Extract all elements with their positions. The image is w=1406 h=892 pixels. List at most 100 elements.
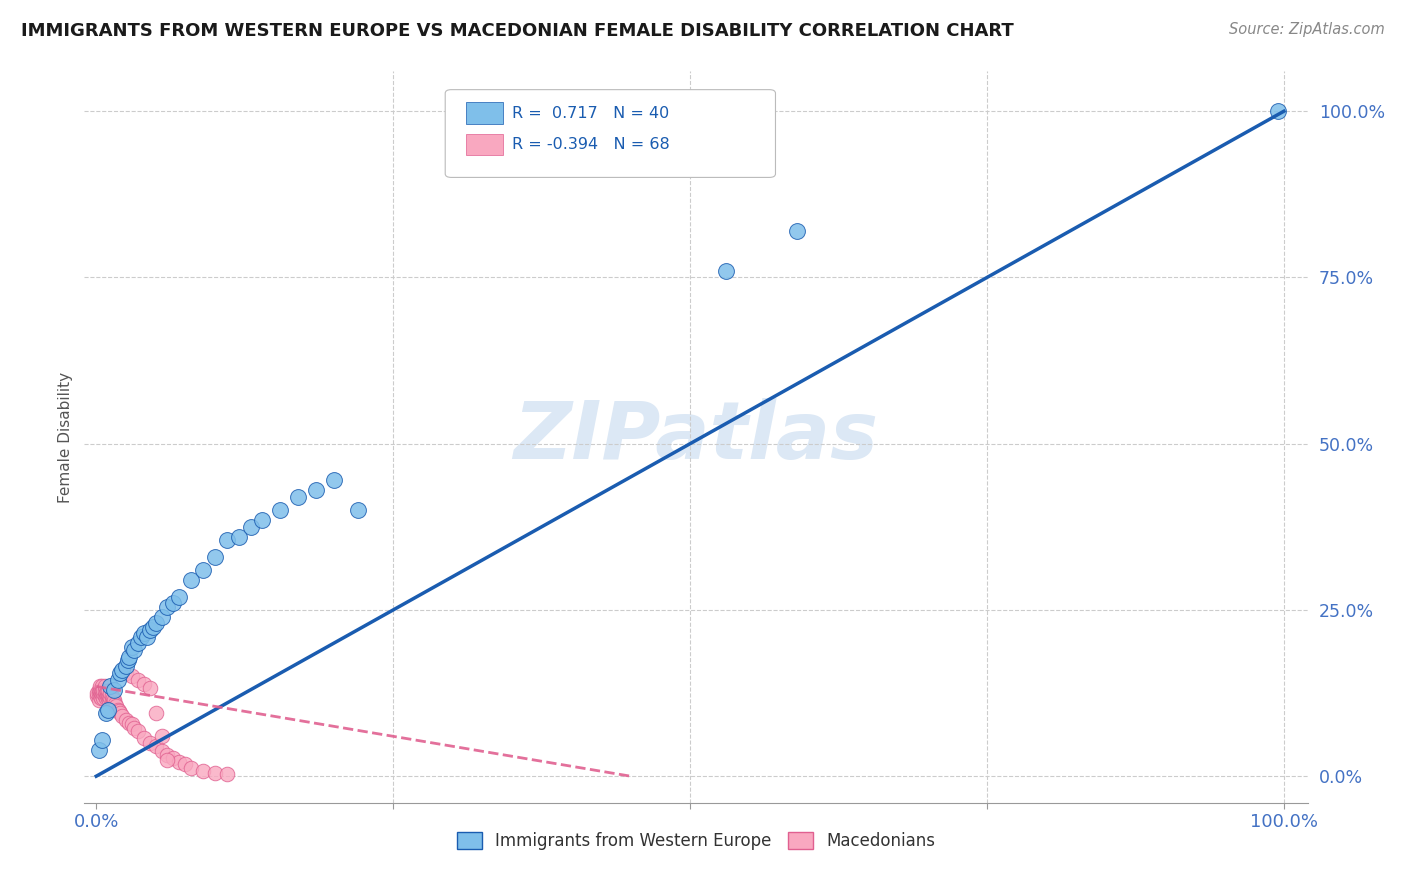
Point [111, 709, 134, 723]
Point [162, 596, 184, 610]
Point [239, 520, 262, 534]
Point [156, 753, 179, 767]
Point [87, 682, 110, 697]
Point [127, 673, 149, 687]
Point [86, 690, 108, 704]
Point [228, 530, 250, 544]
Point [115, 659, 138, 673]
Point [121, 717, 143, 731]
Point [252, 513, 274, 527]
Point [100, 686, 122, 700]
Point [104, 698, 127, 712]
Point [103, 692, 125, 706]
Point [150, 729, 173, 743]
Point [107, 704, 129, 718]
Y-axis label: Female Disability: Female Disability [58, 371, 73, 503]
Point [346, 503, 368, 517]
Point [142, 619, 165, 633]
Point [87, 686, 110, 700]
Point [101, 690, 124, 705]
Point [100, 690, 122, 705]
Point [100, 692, 122, 706]
Point [107, 673, 129, 687]
Point [215, 767, 238, 781]
Point [131, 630, 153, 644]
Point [136, 630, 159, 644]
Point [191, 764, 214, 778]
Point [156, 747, 179, 762]
Point [87, 692, 110, 706]
Text: ZIPatlas: ZIPatlas [513, 398, 879, 476]
Point [93, 690, 115, 705]
Text: Source: ZipAtlas.com: Source: ZipAtlas.com [1229, 22, 1385, 37]
Point [96, 690, 118, 704]
Point [94, 706, 117, 720]
Point [138, 681, 160, 696]
Point [91, 684, 114, 698]
Point [93, 680, 115, 694]
Point [287, 490, 309, 504]
Point [100, 690, 122, 704]
Point [191, 563, 214, 577]
Text: 100.0%: 100.0% [1250, 813, 1317, 830]
Point [786, 224, 808, 238]
Point [132, 626, 155, 640]
Point [174, 757, 197, 772]
Text: 0.0%: 0.0% [73, 813, 120, 830]
Point [96, 684, 118, 698]
Point [122, 643, 145, 657]
Text: R =  0.717   N = 40: R = 0.717 N = 40 [513, 105, 669, 120]
Point [127, 636, 149, 650]
Point [132, 731, 155, 745]
Point [93, 682, 115, 697]
Point [108, 706, 131, 720]
Point [94, 690, 117, 705]
Point [115, 713, 138, 727]
Point [269, 503, 291, 517]
Point [121, 669, 143, 683]
Point [150, 609, 173, 624]
Text: IMMIGRANTS FROM WESTERN EUROPE VS MACEDONIAN FEMALE DISABILITY CORRELATION CHART: IMMIGRANTS FROM WESTERN EUROPE VS MACEDO… [21, 22, 1014, 40]
Point [138, 623, 160, 637]
Point [127, 723, 149, 738]
Point [115, 666, 138, 681]
Point [86, 686, 108, 700]
Point [122, 722, 145, 736]
Point [98, 692, 121, 706]
Point [90, 686, 112, 700]
Point [180, 573, 202, 587]
Point [91, 680, 114, 694]
Point [118, 649, 141, 664]
Point [93, 690, 115, 704]
Point [322, 473, 344, 487]
Point [91, 688, 114, 702]
Point [103, 682, 125, 697]
Point [156, 599, 179, 614]
Point [98, 690, 121, 704]
Point [90, 682, 112, 697]
Bar [465, 102, 503, 124]
Point [169, 755, 191, 769]
Point [91, 732, 114, 747]
Point [89, 684, 111, 698]
Point [108, 666, 131, 681]
Point [118, 716, 141, 731]
Point [97, 688, 120, 702]
Point [94, 686, 117, 700]
Point [132, 677, 155, 691]
FancyBboxPatch shape [446, 90, 776, 178]
Point [97, 703, 120, 717]
Point [89, 680, 111, 694]
Point [103, 696, 125, 710]
Point [93, 686, 115, 700]
Legend: Immigrants from Western Europe, Macedonians: Immigrants from Western Europe, Macedoni… [450, 825, 942, 856]
Point [107, 703, 129, 717]
Point [93, 684, 115, 698]
Point [90, 690, 112, 705]
Bar [465, 134, 503, 155]
Point [714, 264, 737, 278]
Point [105, 699, 128, 714]
Point [162, 750, 184, 764]
Point [1267, 104, 1289, 119]
Point [138, 736, 160, 750]
